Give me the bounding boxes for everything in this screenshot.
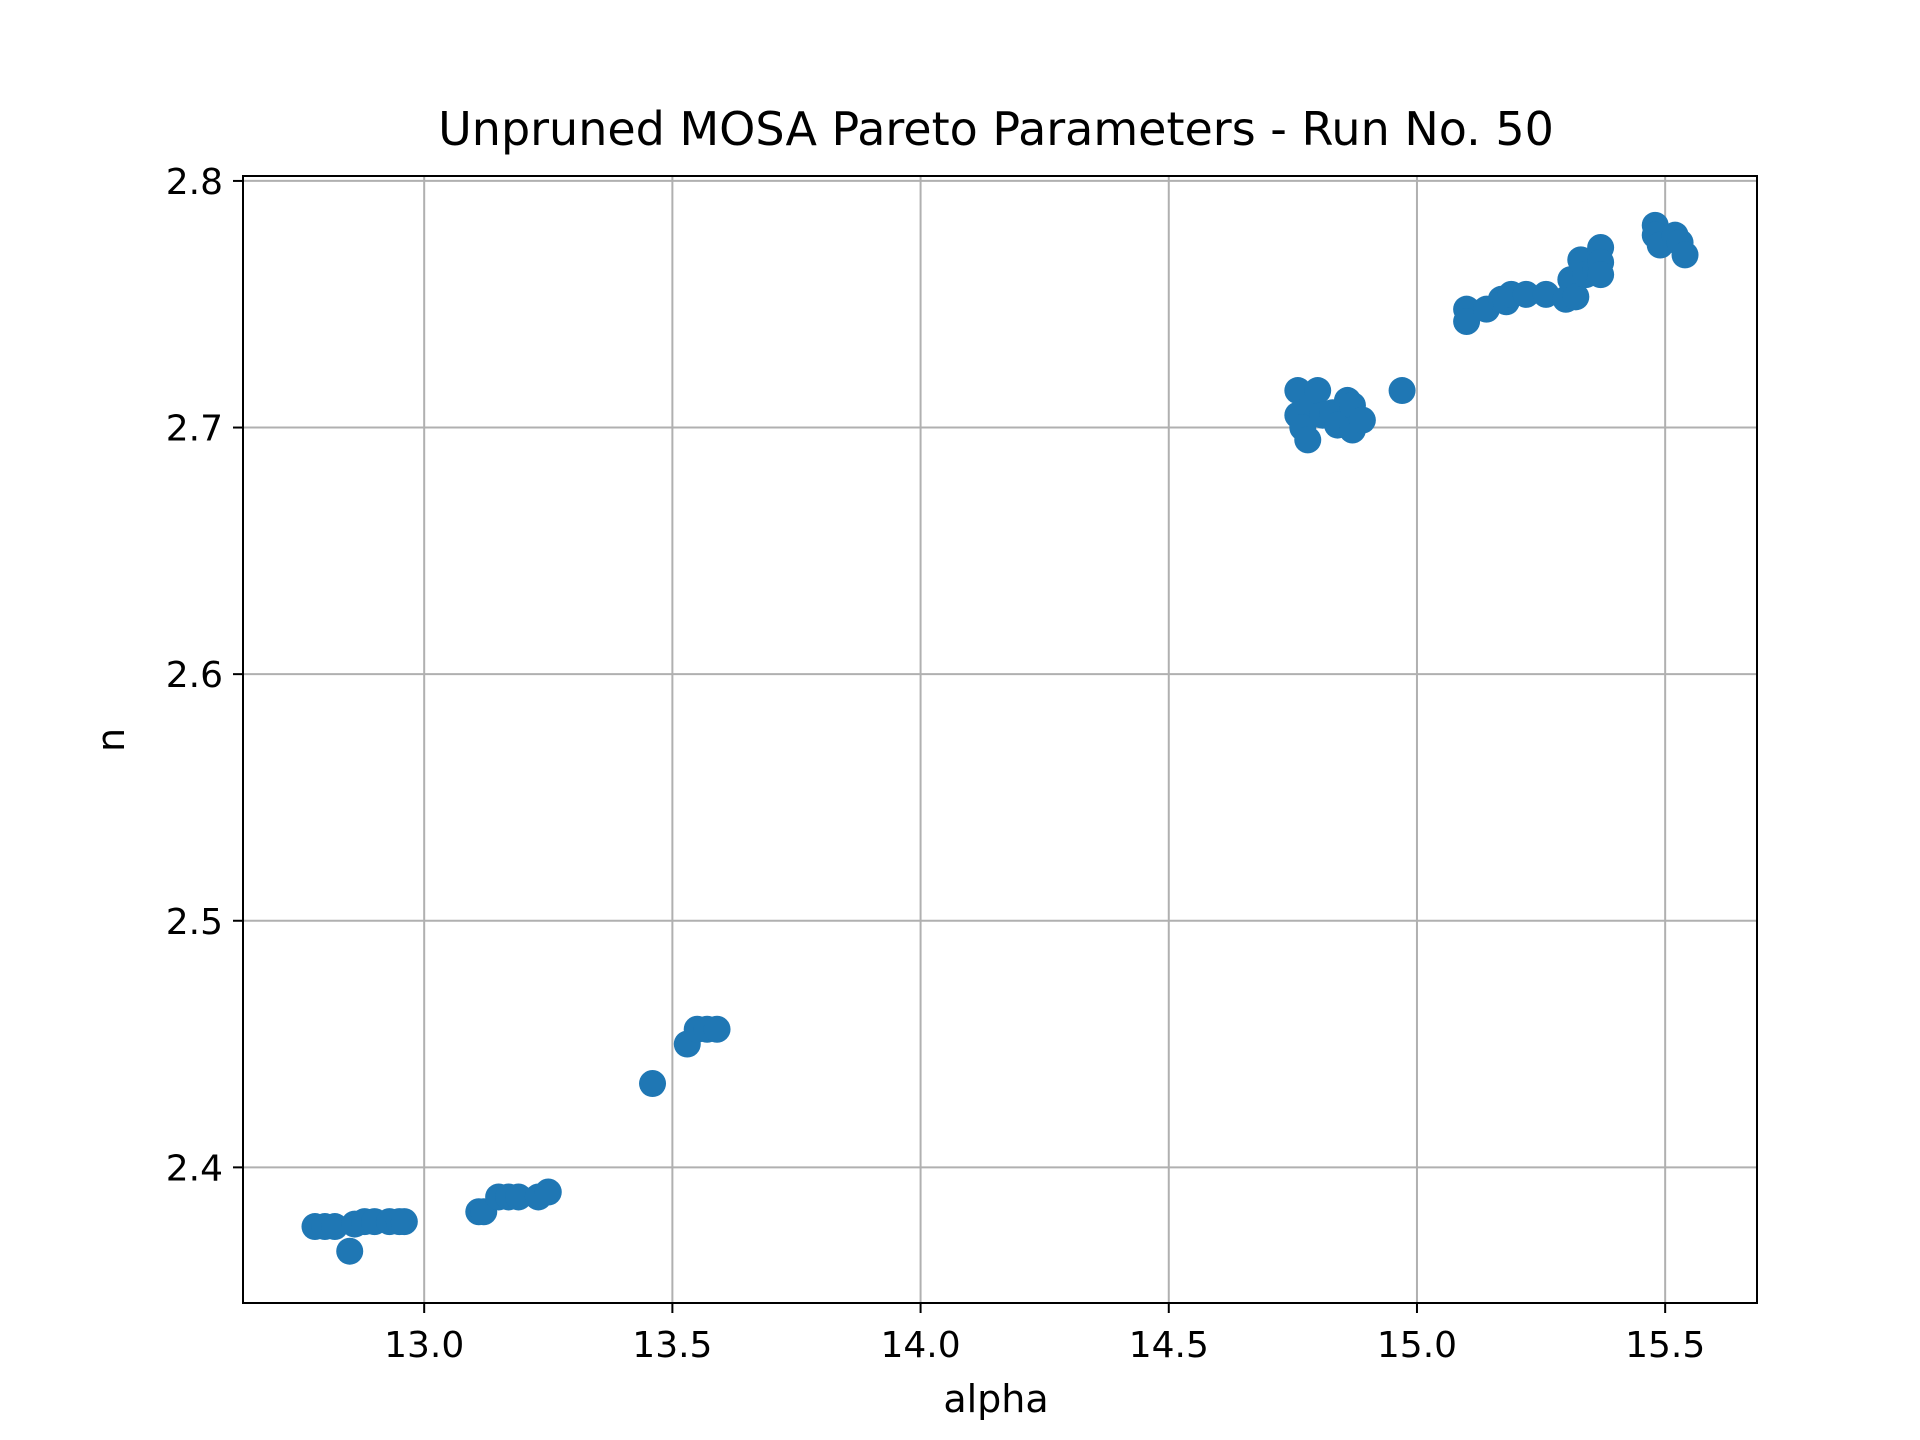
x-tick-label: 13.0 xyxy=(384,1325,464,1366)
x-tick-label: 13.5 xyxy=(632,1325,712,1366)
scatter-point xyxy=(1304,377,1332,405)
scatter-point xyxy=(1512,280,1540,308)
x-axis-label: alpha xyxy=(943,1377,1048,1421)
y-tick-label: 2.8 xyxy=(166,162,223,203)
scatter-point xyxy=(321,1213,349,1241)
scatter-point xyxy=(336,1237,364,1265)
scatter-point xyxy=(1587,261,1615,289)
scatter-point xyxy=(390,1208,418,1236)
scatter-point xyxy=(1348,406,1376,434)
scatter-point xyxy=(1294,426,1322,454)
chart-title: Unpruned MOSA Pareto Parameters - Run No… xyxy=(438,102,1554,156)
scatter-point xyxy=(1562,283,1590,311)
data-points xyxy=(301,211,1699,1265)
x-tick-label: 14.0 xyxy=(880,1325,960,1366)
scatter-point xyxy=(1388,377,1416,405)
scatter-point xyxy=(1453,307,1481,335)
axis-ticks: 13.0 13.5 14.0 14.5 15.0 15.5 2.4 2.5 2.6 2.7 2.8 xyxy=(166,162,1706,1366)
scatter-point xyxy=(534,1178,562,1206)
grid-lines xyxy=(243,176,1757,1303)
scatter-point xyxy=(639,1070,667,1098)
y-tick-label: 2.7 xyxy=(166,409,223,450)
x-tick-label: 15.0 xyxy=(1377,1325,1457,1366)
scatter-point xyxy=(504,1183,532,1211)
x-tick-label: 15.5 xyxy=(1625,1325,1705,1366)
plot-frame xyxy=(242,175,1758,1304)
y-axis-label: n xyxy=(89,728,133,752)
y-tick-label: 2.5 xyxy=(166,902,223,943)
y-tick-label: 2.6 xyxy=(166,655,223,696)
scatter-point xyxy=(703,1015,731,1043)
x-tick-label: 14.5 xyxy=(1129,1325,1209,1366)
scatter-point xyxy=(1671,241,1699,269)
y-tick-label: 2.4 xyxy=(166,1148,223,1189)
